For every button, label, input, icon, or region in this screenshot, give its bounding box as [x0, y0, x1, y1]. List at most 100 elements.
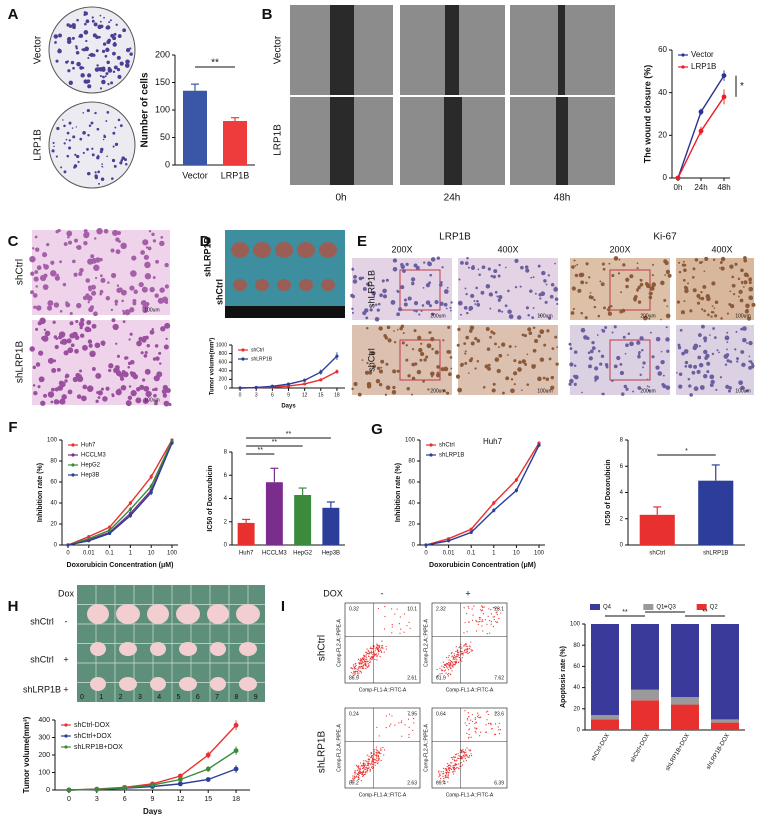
legend-label: Vector [691, 50, 714, 59]
texture-dot [569, 362, 574, 367]
row-label: shCtrl [214, 279, 224, 305]
texture-dot [629, 341, 634, 347]
texture-dot [74, 238, 79, 243]
texture-dot [106, 60, 110, 65]
texture-dot [539, 329, 545, 335]
texture-dot [532, 307, 535, 309]
ruler-number: 1 [99, 694, 103, 701]
texture-dot [726, 341, 729, 344]
event-dot [368, 665, 370, 667]
texture-dot [577, 288, 582, 293]
texture-dot [439, 301, 444, 306]
texture-dot [120, 289, 127, 296]
legend-label: shLRP1B [439, 453, 464, 459]
event-dot [482, 613, 485, 615]
texture-dot [549, 294, 554, 299]
texture-dot [619, 362, 623, 366]
texture-dot [129, 52, 133, 56]
event-dot [465, 759, 467, 762]
texture-dot [47, 391, 55, 398]
texture-dot [130, 390, 137, 397]
texture-dot [457, 327, 461, 332]
event-dot [464, 722, 466, 724]
event-dot [455, 658, 457, 660]
x-tick-label: 100 [167, 551, 178, 557]
texture-dot [584, 316, 588, 320]
texture-dot [571, 265, 575, 269]
event-dot [356, 669, 358, 671]
legend-label: Hep3B [81, 473, 99, 479]
event-dot [447, 771, 450, 774]
texture-dot [115, 342, 118, 345]
texture-dot [422, 380, 425, 383]
texture-dot [660, 280, 665, 286]
texture-dot [550, 375, 555, 380]
texture-dot [58, 229, 61, 232]
texture-dot [152, 357, 157, 361]
event-dot [467, 756, 469, 758]
texture-dot [512, 371, 518, 376]
event-dot [370, 766, 373, 768]
event-dot [375, 653, 377, 655]
event-dot [466, 645, 468, 648]
texture-dot [464, 287, 467, 290]
event-dot [407, 718, 410, 720]
texture-dot [144, 350, 148, 355]
texture-dot [38, 376, 45, 383]
event-dot [441, 672, 443, 675]
texture-dot [402, 331, 405, 334]
texture-dot [396, 328, 399, 331]
texture-dot [154, 293, 159, 298]
event-dot [371, 658, 374, 660]
event-dot [351, 777, 354, 779]
texture-dot [56, 126, 60, 131]
event-dot [464, 754, 466, 756]
event-dot [448, 656, 450, 658]
event-dot [376, 655, 378, 658]
event-dot [350, 781, 352, 783]
event-dot [487, 615, 489, 617]
x-tick-label: 15 [204, 796, 212, 803]
bar-segment [711, 624, 739, 720]
texture-dot [365, 316, 369, 320]
panel-letter: B [262, 6, 273, 23]
texture-dot [498, 294, 503, 300]
texture-dot [50, 260, 55, 265]
event-dot [401, 735, 403, 737]
texture-dot [65, 302, 71, 308]
y-tick-label: 800 [219, 351, 228, 357]
texture-dot [353, 381, 358, 387]
texture-dot [87, 285, 93, 290]
texture-dot [738, 289, 743, 294]
legend-swatch [241, 357, 245, 361]
texture-dot [400, 285, 405, 290]
event-dot [368, 760, 370, 762]
x-tick-label: 6 [123, 796, 127, 803]
texture-dot [117, 118, 121, 122]
y-tick-label: 6 [224, 473, 228, 479]
event-dot [445, 769, 447, 772]
texture-dot [450, 367, 453, 370]
texture-dot [547, 274, 550, 277]
x-tick-label: 6 [271, 392, 274, 398]
texture-dot [116, 284, 120, 287]
texture-dot [429, 273, 433, 277]
event-dot [464, 751, 466, 753]
texture-dot [74, 348, 79, 354]
texture-dot [386, 325, 391, 330]
texture-dot [59, 340, 64, 345]
texture-dot [161, 388, 167, 395]
texture-dot [93, 22, 98, 27]
event-dot [498, 617, 500, 620]
event-dot [383, 754, 385, 756]
event-dot [446, 771, 449, 773]
legend-label: shCtrl [251, 347, 264, 353]
texture-dot [75, 47, 78, 50]
texture-dot [746, 341, 748, 344]
ruler [225, 306, 345, 318]
texture-dot [164, 262, 169, 268]
texture-dot [706, 370, 710, 374]
event-dot [370, 661, 372, 663]
event-dot [369, 770, 371, 772]
event-dot [363, 655, 366, 657]
